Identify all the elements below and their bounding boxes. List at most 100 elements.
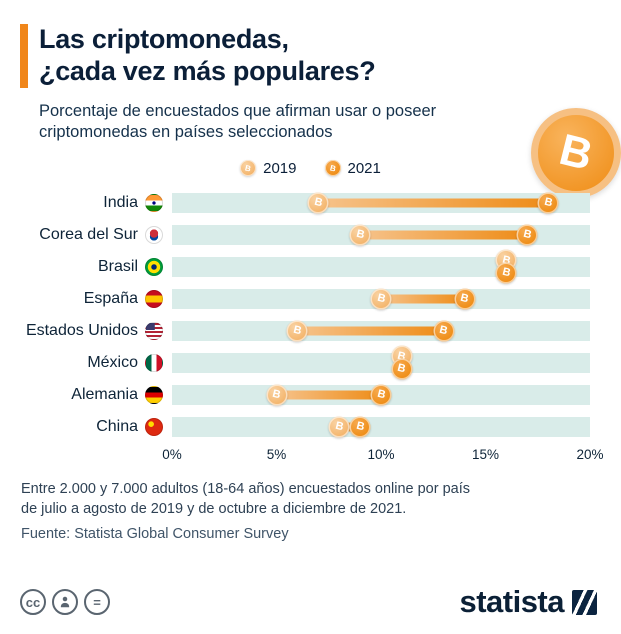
country-name: Brasil (97, 257, 138, 275)
x-axis: 0% 5% 10% 15% 20% (0, 445, 621, 465)
axis-ticks: 0% 5% 10% 15% 20% (162, 445, 603, 465)
flag-germany-icon (145, 385, 163, 404)
legend-item-2019: B 2019 (240, 159, 297, 177)
country-label: India (0, 193, 172, 212)
axis-spacer (0, 445, 172, 465)
coin-2019-india: B (307, 192, 329, 214)
chart-row-mexico: México B B (0, 345, 621, 380)
coin-2021-china: B (349, 416, 371, 438)
accent-bar (20, 24, 28, 88)
coin-2019-usa: B (286, 320, 308, 342)
source-line: Fuente: Statista Global Consumer Survey (21, 525, 289, 542)
coin-2021-icon: B (324, 160, 341, 177)
bitcoin-symbol-icon: B (554, 124, 598, 181)
coin-2019-icon: B (240, 160, 257, 177)
legend-label-2021: 2021 (347, 159, 381, 177)
country-name: Corea del Sur (39, 225, 138, 243)
country-name: China (96, 417, 138, 435)
footer-note-line-2: de julio a agosto de 2019 y de octubre a… (21, 500, 407, 517)
chart-row-south-korea: Corea del Sur B B (0, 219, 621, 251)
infographic-page: Las criptomonedas, ¿cada vez más popular… (0, 24, 621, 634)
x-tick-5: 5% (266, 446, 287, 462)
value-connector-bar (381, 294, 465, 304)
flag-china-icon (145, 417, 163, 436)
legend-label-2019: 2019 (263, 159, 297, 177)
country-name: Alemania (71, 385, 138, 403)
flag-india-icon (145, 193, 163, 212)
dumbbell-chart: India B B Corea del Sur B B Brasil B B España B B Es… (0, 187, 621, 443)
value-connector-bar (297, 326, 444, 336)
chart-row-usa: Estados Unidos B B (0, 315, 621, 347)
country-name: Estados Unidos (25, 321, 138, 339)
title-line-2: ¿cada vez más populares? (39, 55, 376, 86)
value-connector-bar (360, 230, 528, 240)
row-stripe (172, 416, 590, 437)
row-stripe (172, 352, 590, 373)
country-label: Corea del Sur (0, 225, 172, 244)
statista-wordmark: statista (459, 584, 564, 619)
coin-2021-south-korea: B (516, 224, 538, 246)
coin-2021-india: B (537, 192, 559, 214)
flag-brazil-icon (145, 257, 163, 276)
x-tick-0: 0% (162, 446, 182, 462)
country-label: Alemania (0, 385, 172, 404)
license-icons: cc = (20, 589, 116, 615)
flag-south-korea-icon (145, 225, 163, 244)
subtitle: Porcentaje de encuestados que afirman us… (39, 101, 437, 142)
x-tick-20: 20% (576, 446, 604, 462)
country-name: España (83, 289, 138, 307)
x-tick-15: 15% (471, 446, 500, 462)
value-connector-bar (318, 198, 549, 208)
statista-mark-icon (572, 589, 597, 615)
chart-row-spain: España B B (0, 283, 621, 315)
header: Las criptomonedas, ¿cada vez más popular… (20, 24, 601, 88)
coin-2021-spain: B (454, 288, 476, 310)
country-label: Estados Unidos (0, 321, 172, 340)
chart-row-brazil: Brasil B B (0, 249, 621, 284)
coin-2019-spain: B (370, 288, 392, 310)
footer-note-line-1: Entre 2.000 y 7.000 adultos (18-64 años)… (21, 480, 470, 497)
flag-usa-icon (145, 321, 163, 340)
bottom-bar: cc = statista (20, 584, 597, 620)
flag-mexico-icon (145, 353, 163, 372)
coin-2021-brazil: B (495, 262, 517, 284)
coin-2019-south-korea: B (349, 224, 371, 246)
flag-spain-icon (145, 289, 163, 308)
attribution-icon[interactable] (52, 589, 78, 615)
statista-logo[interactable]: statista (459, 584, 597, 620)
coin-2019-china: B (328, 416, 350, 438)
chart-legend: B 2019 B 2021 (0, 160, 621, 177)
value-connector-bar (276, 390, 381, 400)
legend-item-2021: B 2021 (324, 159, 381, 177)
country-label: Brasil (0, 257, 172, 276)
title-line-1: Las criptomonedas, (39, 24, 289, 54)
country-label: España (0, 289, 172, 308)
coin-2021-usa: B (433, 320, 455, 342)
country-name: México (87, 353, 138, 371)
chart-row-india: India B B (0, 187, 621, 219)
no-derivatives-icon[interactable]: = (84, 589, 110, 615)
footer-notes: Entre 2.000 y 7.000 adultos (18-64 años)… (21, 479, 601, 544)
coin-2021-germany: B (370, 384, 392, 406)
x-tick-10: 10% (367, 446, 395, 462)
country-label: México (0, 353, 172, 372)
chart-row-china: China B B (0, 411, 621, 443)
bitcoin-coin-illustration: B (531, 108, 621, 198)
cc-icon[interactable]: cc (20, 589, 46, 615)
person-icon (60, 596, 70, 608)
country-name: India (103, 193, 138, 211)
country-label: China (0, 417, 172, 436)
row-stripe (172, 256, 590, 277)
coin-2019-germany: B (266, 384, 287, 406)
page-title: Las criptomonedas, ¿cada vez más popular… (39, 24, 376, 88)
coin-2021-mexico: B (391, 358, 413, 380)
chart-row-germany: Alemania B B (0, 379, 621, 411)
